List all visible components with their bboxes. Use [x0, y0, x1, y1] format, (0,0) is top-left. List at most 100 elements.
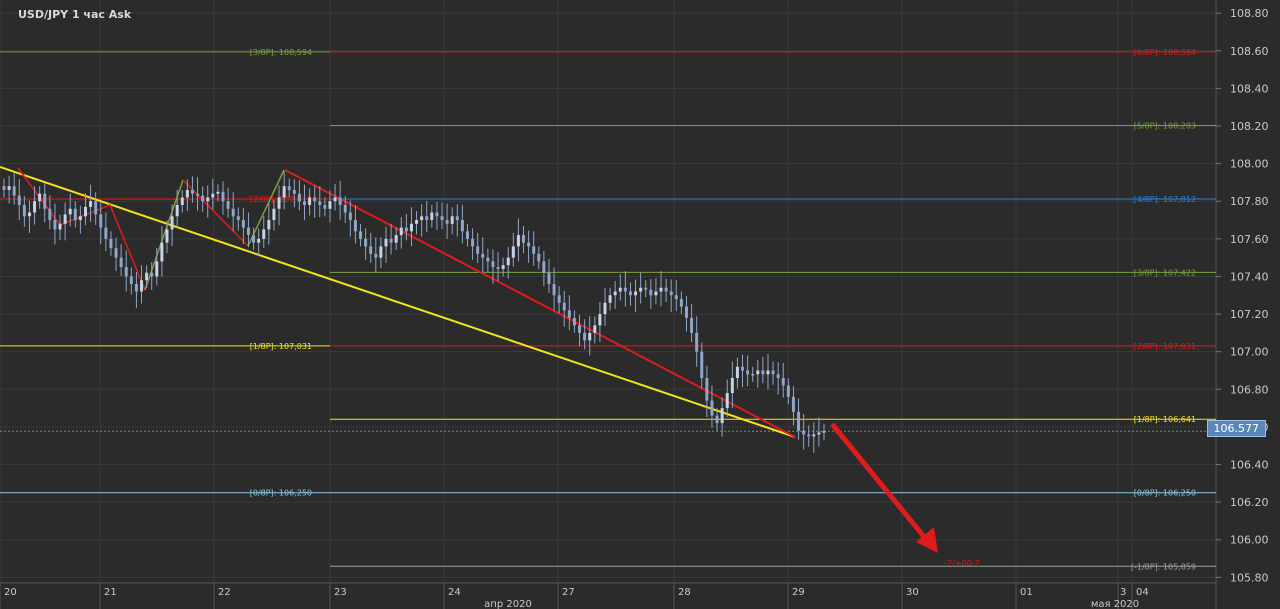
candle-body	[735, 366, 739, 379]
candle-body	[2, 186, 6, 190]
candle-body	[145, 272, 149, 281]
candle-body	[761, 370, 765, 375]
candle-body	[374, 253, 378, 258]
candle-body	[501, 265, 505, 269]
candle-body	[180, 197, 184, 205]
candle-body	[114, 248, 118, 258]
candle-body	[756, 370, 760, 375]
candle-body	[7, 186, 11, 190]
candle-body	[516, 235, 520, 247]
candle-body	[797, 411, 801, 431]
price-tick-label: 106.80	[1230, 383, 1269, 396]
candle-body	[542, 261, 546, 273]
candle-body	[43, 193, 47, 209]
month-label: мая 2020	[1091, 599, 1139, 609]
murrey-level-label: [6/8P]: 108,594	[1134, 48, 1196, 57]
candle-body	[262, 229, 266, 239]
candle-body	[404, 227, 408, 232]
candle-body	[486, 257, 490, 262]
price-tick-label: 108.40	[1230, 82, 1269, 95]
candle-body	[302, 201, 306, 205]
candle-body	[649, 289, 653, 296]
red-trendline	[284, 169, 796, 438]
candle-body	[226, 201, 230, 209]
candle-body	[537, 253, 541, 262]
candle-body	[379, 246, 383, 258]
candle-body	[572, 317, 576, 326]
candle-body	[496, 267, 500, 269]
price-tick-label: 106.20	[1230, 496, 1269, 509]
candle-body	[730, 378, 734, 394]
candle-body	[297, 193, 301, 202]
candle-body	[129, 276, 133, 284]
forecast-arrow-head	[916, 527, 938, 553]
candle-body	[603, 302, 607, 315]
candle-body	[669, 291, 673, 296]
candle-body	[170, 216, 174, 230]
candle-body	[552, 283, 556, 296]
price-tick-label: 108.60	[1230, 45, 1269, 58]
candle-body	[150, 272, 154, 277]
candle-body	[471, 238, 475, 247]
candle-body	[450, 216, 454, 224]
candle-body	[527, 242, 531, 247]
murrey-level-label: [-1/8P]: 105,859	[1131, 562, 1196, 571]
candle-body	[420, 216, 424, 221]
candle-body	[522, 235, 526, 243]
price-tick-label: 108.00	[1230, 158, 1269, 171]
candle-body	[12, 186, 16, 196]
candle-body	[389, 238, 393, 243]
candle-body	[567, 310, 571, 318]
candle-body	[720, 408, 724, 424]
candle-body	[338, 197, 342, 205]
candle-body	[435, 212, 439, 217]
forecast-arrow-shaft	[830, 422, 932, 546]
candle-body	[644, 287, 648, 290]
candle-body	[27, 212, 31, 217]
candle-body	[201, 195, 205, 202]
candle-body	[593, 325, 597, 333]
candle-body	[465, 231, 469, 239]
time-tick-label: 28	[678, 587, 691, 598]
candle-body	[22, 204, 26, 217]
candle-body	[313, 197, 317, 202]
candle-body	[491, 261, 495, 268]
price-tick-label: 106.00	[1230, 534, 1269, 547]
price-tick-label: 106.40	[1230, 459, 1269, 472]
candle-body	[776, 374, 780, 379]
murrey-level-label: [1/8P]: 106,641	[1134, 415, 1196, 424]
candle-body	[822, 431, 826, 433]
candle-body	[425, 216, 429, 221]
candle-body	[634, 291, 638, 296]
month-label: апр 2020	[484, 599, 532, 609]
candle-body	[348, 212, 352, 221]
candle-body	[440, 216, 444, 221]
candle-body	[231, 208, 235, 217]
murrey-level-label: [4/8P]: 107,812	[1134, 195, 1196, 204]
candle-body	[328, 201, 332, 209]
candle-body	[664, 287, 668, 292]
price-tick-label: 105.80	[1230, 571, 1269, 584]
candle-body	[771, 370, 775, 375]
candle-body	[659, 287, 663, 292]
candle-body	[124, 267, 128, 277]
candle-body	[430, 212, 434, 221]
candle-body	[185, 189, 189, 198]
time-tick-label: 30	[906, 587, 919, 598]
candle-body	[221, 191, 225, 202]
candle-body	[236, 216, 240, 221]
candle-body	[318, 201, 322, 205]
candle-body	[511, 246, 515, 258]
candle-body	[17, 195, 21, 205]
candle-body	[272, 208, 276, 221]
candle-body	[63, 214, 67, 224]
candle-body	[206, 197, 210, 202]
candle-body	[343, 204, 347, 213]
murrey-level-label: [3/8P]: 107,422	[1134, 268, 1196, 277]
murrey-level-label: [5/8P]: 108,203	[1134, 121, 1196, 130]
candle-body	[308, 197, 312, 205]
time-tick-label: 27	[562, 587, 575, 598]
candle-body	[333, 197, 337, 202]
